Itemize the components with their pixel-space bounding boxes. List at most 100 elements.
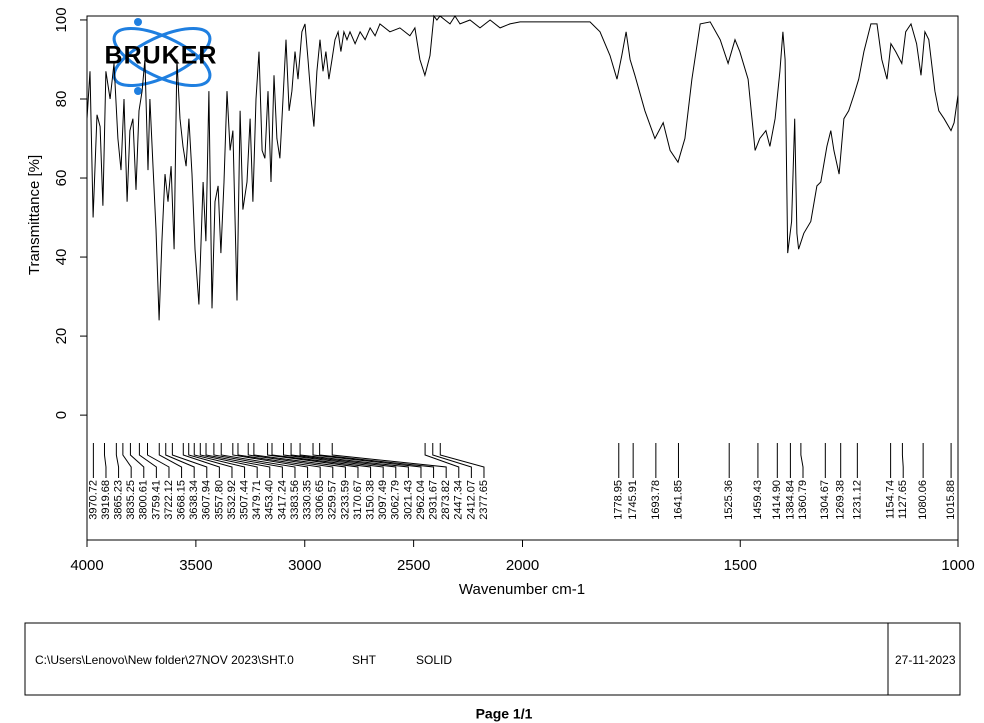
- peak-label: 3970.72: [87, 480, 99, 520]
- peak-marker: [138, 443, 157, 478]
- y-tick-label: 20: [53, 328, 70, 345]
- peak-marker: [253, 443, 346, 478]
- peak-marker: [319, 443, 435, 478]
- date: 27-11-2023: [895, 653, 956, 667]
- peak-label: 3607.94: [201, 480, 213, 520]
- peak-label: 3417.24: [276, 480, 288, 520]
- peak-label: 1127.65: [897, 480, 909, 519]
- y-tick-label: 100: [53, 7, 70, 32]
- peak-label: 3638.34: [188, 480, 200, 520]
- peak-marker: [165, 443, 195, 478]
- peak-label: 1269.38: [835, 480, 847, 520]
- peak-label: 3383.56: [289, 480, 301, 520]
- peak-marker: [129, 443, 145, 478]
- peak-label: 3800.61: [138, 480, 150, 520]
- peak-marker: [432, 443, 472, 478]
- peak-marker: [199, 443, 258, 478]
- page-label: Page 1/1: [476, 706, 533, 722]
- peak-label: 2412.07: [465, 480, 477, 520]
- file-path: C:\Users\Lenovo\New folder\27NOV 2023\SH…: [35, 653, 294, 667]
- logo-text: BRUKER: [105, 42, 218, 70]
- peak-marker: [103, 443, 107, 478]
- x-tick-label: 1500: [724, 557, 757, 574]
- peak-label: 3722.12: [163, 480, 175, 520]
- peak-label: 1360.79: [797, 480, 809, 520]
- peak-marker: [122, 443, 132, 478]
- peak-marker: [220, 443, 296, 478]
- logo: BRUKER: [105, 18, 218, 95]
- peak-label: 1778.95: [613, 480, 625, 520]
- peak-label: 3479.71: [251, 480, 263, 520]
- x-tick-label: 3000: [288, 557, 321, 574]
- peak-label: 2931.67: [427, 480, 439, 520]
- peak-label: 2962.04: [415, 480, 427, 520]
- peak-label: 3259.57: [327, 480, 339, 520]
- x-tick-label: 3500: [179, 557, 212, 574]
- peak-label: 1641.85: [672, 480, 684, 520]
- peak-label: 1080.06: [917, 480, 929, 520]
- spectrum: [86, 14, 959, 321]
- footer-box: [24, 622, 961, 696]
- peak-marker: [213, 443, 283, 478]
- peak-marker: [158, 443, 183, 478]
- peak-label: 3557.80: [213, 480, 225, 520]
- peak-label: 3170.67: [352, 480, 364, 520]
- peak-label: 1231.12: [851, 480, 863, 520]
- x-tick-label: 1000: [941, 557, 974, 574]
- peak-label: 1304.67: [819, 480, 831, 520]
- peak-label: 2377.65: [478, 480, 490, 520]
- x-axis-label: Wavenumber cm-1: [459, 581, 585, 598]
- peak-label: 1015.88: [945, 480, 957, 520]
- logo-dot: [134, 87, 142, 95]
- peak-label: 3306.65: [314, 480, 326, 520]
- peak-label: 1745.91: [627, 480, 639, 520]
- peak-marker: [188, 443, 233, 478]
- logo-orbit: [112, 27, 212, 87]
- sample-name: SHT: [352, 653, 377, 667]
- peak-marker: [232, 443, 309, 478]
- peak-label: 3062.79: [390, 480, 402, 520]
- peak-marker: [205, 443, 271, 478]
- peak-label: 3021.43: [402, 480, 414, 520]
- y-tick-label: 80: [53, 91, 70, 108]
- peak-label: 3150.38: [364, 480, 376, 520]
- peak-label: 3835.25: [125, 480, 137, 520]
- peak-label: 3919.68: [100, 480, 112, 520]
- peak-marker: [193, 443, 246, 478]
- peak-marker: [171, 443, 208, 478]
- peak-label: 3532.92: [226, 480, 238, 520]
- y-axis-label: Transmittance [%]: [26, 155, 43, 275]
- peak-marker: [800, 443, 804, 478]
- peak-marker: [237, 443, 321, 478]
- peak-marker: [247, 443, 334, 478]
- peak-marker: [299, 443, 409, 478]
- peak-marker: [312, 443, 422, 478]
- logo-dot: [134, 18, 142, 26]
- peak-label: 3453.40: [264, 480, 276, 520]
- peak-label: 3330.35: [301, 480, 313, 520]
- peak-label: 1384.84: [784, 480, 796, 520]
- peak-label: 3865.23: [112, 480, 124, 520]
- peak-marker: [290, 443, 397, 478]
- peak-marker: [267, 443, 359, 478]
- peak-label: 3759.41: [150, 480, 162, 520]
- peak-label: 1459.43: [752, 480, 764, 520]
- y-tick-label: 0: [53, 411, 70, 419]
- peak-label: 1693.78: [650, 480, 662, 520]
- sample-state: SOLID: [416, 653, 452, 667]
- peak-label: 3507.44: [238, 480, 250, 520]
- peak-marker: [331, 443, 447, 478]
- x-tick-label: 2000: [506, 557, 539, 574]
- y-tick-label: 60: [53, 170, 70, 187]
- peak-marker: [283, 443, 384, 478]
- peak-label: 3233.59: [339, 480, 351, 520]
- y-tick-label: 40: [53, 249, 70, 266]
- peak-label: 1525.36: [723, 480, 735, 520]
- x-tick-label: 2500: [397, 557, 430, 574]
- peak-marker: [439, 443, 485, 478]
- peak-marker: [271, 443, 372, 478]
- peak-label: 1414.90: [771, 480, 783, 520]
- peak-label: 3097.49: [377, 480, 389, 520]
- peak-label: 1154.74: [885, 480, 897, 519]
